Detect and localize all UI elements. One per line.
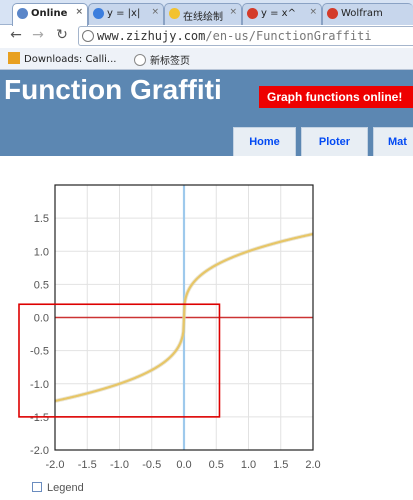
smiley-icon (169, 8, 180, 19)
x-tick-label: -1.0 (110, 459, 129, 471)
series-line (54, 232, 314, 403)
wolfram-icon (327, 8, 338, 19)
bookmarks-bar: Downloads: Calli... 新标签页 (0, 48, 413, 70)
tab-label: y = |x| (107, 8, 141, 19)
reload-button[interactable]: ↻ (56, 27, 68, 43)
plot-frame (54, 184, 314, 451)
tab-strip: Online × y = |x| × 在线绘制 × y = x^ × Wolfr… (0, 0, 413, 26)
y-tick-label: 1.5 (34, 213, 49, 225)
x-tick-label: 0.5 (209, 459, 224, 471)
x-tick-label: -0.5 (142, 459, 161, 471)
google-icon (93, 8, 104, 19)
tab-label: Online (31, 8, 68, 19)
legend-checkbox[interactable] (32, 482, 42, 492)
globe-icon (17, 8, 28, 19)
tab-label: 在线绘制 (183, 12, 223, 23)
nav-home[interactable]: Home (233, 127, 296, 156)
promo-banner[interactable]: Graph functions online! (259, 86, 413, 108)
address-bar[interactable]: www.zizhujy.com/en-us/FunctionGraffiti (78, 26, 413, 46)
bookmark-downloads[interactable]: Downloads: Calli... (8, 52, 116, 65)
site-header: Function Graffiti Graph functions online… (0, 70, 413, 156)
y-tick-label: 0.0 (34, 313, 49, 325)
close-icon[interactable]: × (75, 7, 83, 17)
tab-online[interactable]: Online × (12, 3, 88, 26)
tab-wolfram[interactable]: Wolfram (322, 3, 413, 25)
toolbar: ← → ↻ www.zizhujy.com/en-us/FunctionGraf… (0, 25, 413, 47)
y-tick-label: -1.0 (30, 379, 49, 391)
bookmark-new-tab[interactable]: 新标签页 (134, 52, 190, 67)
site-title: Function Graffiti (4, 74, 222, 105)
url-host: www.zizhujy.com (97, 29, 206, 43)
x-tick-label: 1.0 (241, 459, 256, 471)
y-tick-label: 1.0 (34, 246, 49, 258)
bookmark-label: 新标签页 (150, 56, 190, 67)
y-tick-label: -1.5 (30, 412, 49, 424)
function-graph[interactable]: -2.0 -1.5 -1.0 -0.5 0.0 0.5 1.0 1.5 2.0 1.5 1.0 0.5… (0, 156, 413, 500)
y-tick-label: -0.5 (30, 346, 49, 358)
x-tick-label: -1.5 (78, 459, 97, 471)
tick-labels: -2.0 -1.5 -1.0 -0.5 0.0 0.5 1.0 1.5 2.0 1.5 1.0 0.5… (30, 213, 321, 471)
y-tick-label: 0.5 (34, 279, 49, 291)
tab-power[interactable]: y = x^ × (242, 3, 322, 25)
x-tick-label: -2.0 (46, 459, 65, 471)
y-tick-label: -2.0 (30, 445, 49, 457)
bookmark-label: Downloads: Calli... (24, 54, 117, 65)
legend-label: Legend (47, 482, 84, 494)
close-icon[interactable]: × (151, 7, 159, 17)
tab-chinese[interactable]: 在线绘制 × (164, 3, 242, 25)
nav-mat[interactable]: Mat (373, 127, 413, 156)
x-tick-label: 2.0 (305, 459, 320, 471)
nav-ploter[interactable]: Ploter (301, 127, 368, 156)
page-icon (134, 54, 146, 66)
forward-button[interactable]: → (32, 27, 44, 43)
url-path: /en-us/FunctionGraffiti (205, 29, 372, 43)
x-tick-label: 1.5 (273, 459, 288, 471)
tab-label: y = x^ (261, 8, 296, 19)
legend-toggle[interactable]: Legend (32, 482, 84, 494)
tab-abs[interactable]: y = |x| × (88, 3, 164, 25)
close-icon[interactable]: × (309, 7, 317, 17)
globe-icon (82, 30, 94, 42)
bookmark-icon (8, 52, 20, 64)
wolfram-icon (247, 8, 258, 19)
curves (54, 232, 314, 403)
close-icon[interactable]: × (229, 7, 237, 17)
tab-label: Wolfram (341, 8, 383, 19)
x-tick-label: 0.0 (176, 459, 191, 471)
back-button[interactable]: ← (10, 27, 22, 43)
highlight-box (18, 303, 221, 418)
